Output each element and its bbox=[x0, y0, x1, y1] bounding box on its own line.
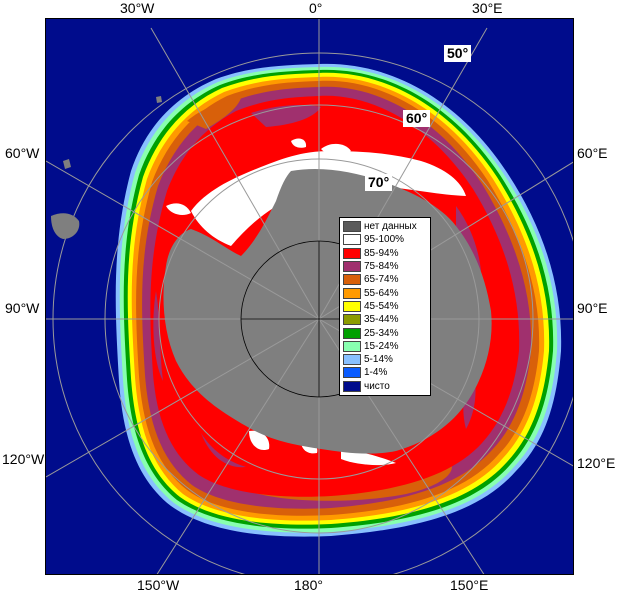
legend-swatch bbox=[343, 300, 361, 312]
legend-item: 1-4% bbox=[343, 366, 428, 379]
ice-patch-95-100 bbox=[321, 143, 351, 155]
legend-swatch bbox=[343, 380, 361, 392]
lon-label-30e: 30°E bbox=[472, 0, 503, 16]
ice-patch-75-84 bbox=[456, 206, 481, 271]
ice-patch-95-100 bbox=[291, 138, 307, 148]
legend: нет данных 95-100% 85-94% 75-84% 65-74% 55-64… bbox=[339, 217, 431, 396]
lat-label-50: 50° bbox=[444, 45, 472, 62]
lat-label-70: 70° bbox=[365, 174, 393, 191]
legend-label: 5-14% bbox=[364, 354, 393, 366]
legend-label: 35-44% bbox=[364, 314, 399, 326]
legend-swatch bbox=[343, 261, 361, 273]
legend-swatch bbox=[343, 234, 361, 246]
lon-label-180: 180° bbox=[294, 577, 323, 593]
graticule-meridian bbox=[156, 318, 320, 574]
legend-swatch bbox=[343, 314, 361, 326]
lon-label-0: 0° bbox=[309, 0, 323, 16]
lat-label-60: 60° bbox=[403, 110, 431, 127]
legend-item: 85-94% bbox=[343, 247, 428, 260]
ice-patch-75-84 bbox=[251, 105, 321, 127]
lon-label-90e: 90°E bbox=[577, 300, 608, 316]
legend-swatch bbox=[343, 327, 361, 339]
legend-swatch bbox=[343, 287, 361, 299]
legend-label: 25-34% bbox=[364, 327, 399, 339]
legend-swatch bbox=[343, 354, 361, 366]
legend-item: нет данных bbox=[343, 220, 428, 233]
lon-label-60e: 60°E bbox=[577, 145, 608, 161]
legend-item: чисто bbox=[343, 380, 428, 393]
legend-label: 85-94% bbox=[364, 247, 399, 259]
legend-label: 95-100% bbox=[364, 234, 405, 246]
graticule-meridian bbox=[46, 160, 320, 320]
lon-label-30w: 30°W bbox=[120, 0, 155, 16]
lon-label-150e: 150°E bbox=[450, 577, 489, 593]
legend-label: 1-4% bbox=[364, 367, 388, 379]
legend-item: 25-34% bbox=[343, 326, 428, 339]
lon-label-90w: 90°W bbox=[5, 300, 40, 316]
map-frame bbox=[45, 18, 574, 575]
ice-patch-75-84 bbox=[153, 291, 163, 381]
legend-swatch bbox=[343, 274, 361, 286]
legend-label: чисто bbox=[364, 380, 390, 392]
graticule-meridian bbox=[150, 27, 320, 320]
legend-label: 15-24% bbox=[364, 340, 399, 352]
legend-item: 95-100% bbox=[343, 233, 428, 246]
legend-item: 75-84% bbox=[343, 260, 428, 273]
legend-item: 35-44% bbox=[343, 313, 428, 326]
legend-item: 5-14% bbox=[343, 353, 428, 366]
lon-label-120w: 120°W bbox=[2, 451, 45, 467]
lon-label-150w: 150°W bbox=[137, 577, 180, 593]
legend-item: 15-24% bbox=[343, 340, 428, 353]
legend-swatch bbox=[343, 221, 361, 233]
legend-item: 55-64% bbox=[343, 286, 428, 299]
lon-label-60w: 60°W bbox=[5, 145, 40, 161]
ice-patch-65-74 bbox=[187, 98, 241, 129]
legend-label: 55-64% bbox=[364, 287, 399, 299]
legend-swatch bbox=[343, 247, 361, 259]
graticule-meridian bbox=[46, 318, 320, 478]
legend-swatch bbox=[343, 367, 361, 379]
legend-item: 65-74% bbox=[343, 273, 428, 286]
ice-patch-75-84 bbox=[201, 433, 246, 468]
land-south-america bbox=[51, 213, 80, 239]
legend-swatch bbox=[343, 340, 361, 352]
legend-label: нет данных bbox=[364, 221, 417, 233]
legend-label: 65-74% bbox=[364, 274, 399, 286]
legend-item: 45-54% bbox=[343, 300, 428, 313]
legend-label: 75-84% bbox=[364, 261, 399, 273]
ice-patch-95-100 bbox=[191, 151, 466, 246]
ice-patch-95-100 bbox=[249, 430, 270, 451]
legend-label: 45-54% bbox=[364, 300, 399, 312]
ice-patch-95-100 bbox=[166, 203, 191, 215]
lon-label-120e: 120°E bbox=[577, 455, 616, 471]
sea-ice-concentration-map bbox=[46, 19, 573, 574]
